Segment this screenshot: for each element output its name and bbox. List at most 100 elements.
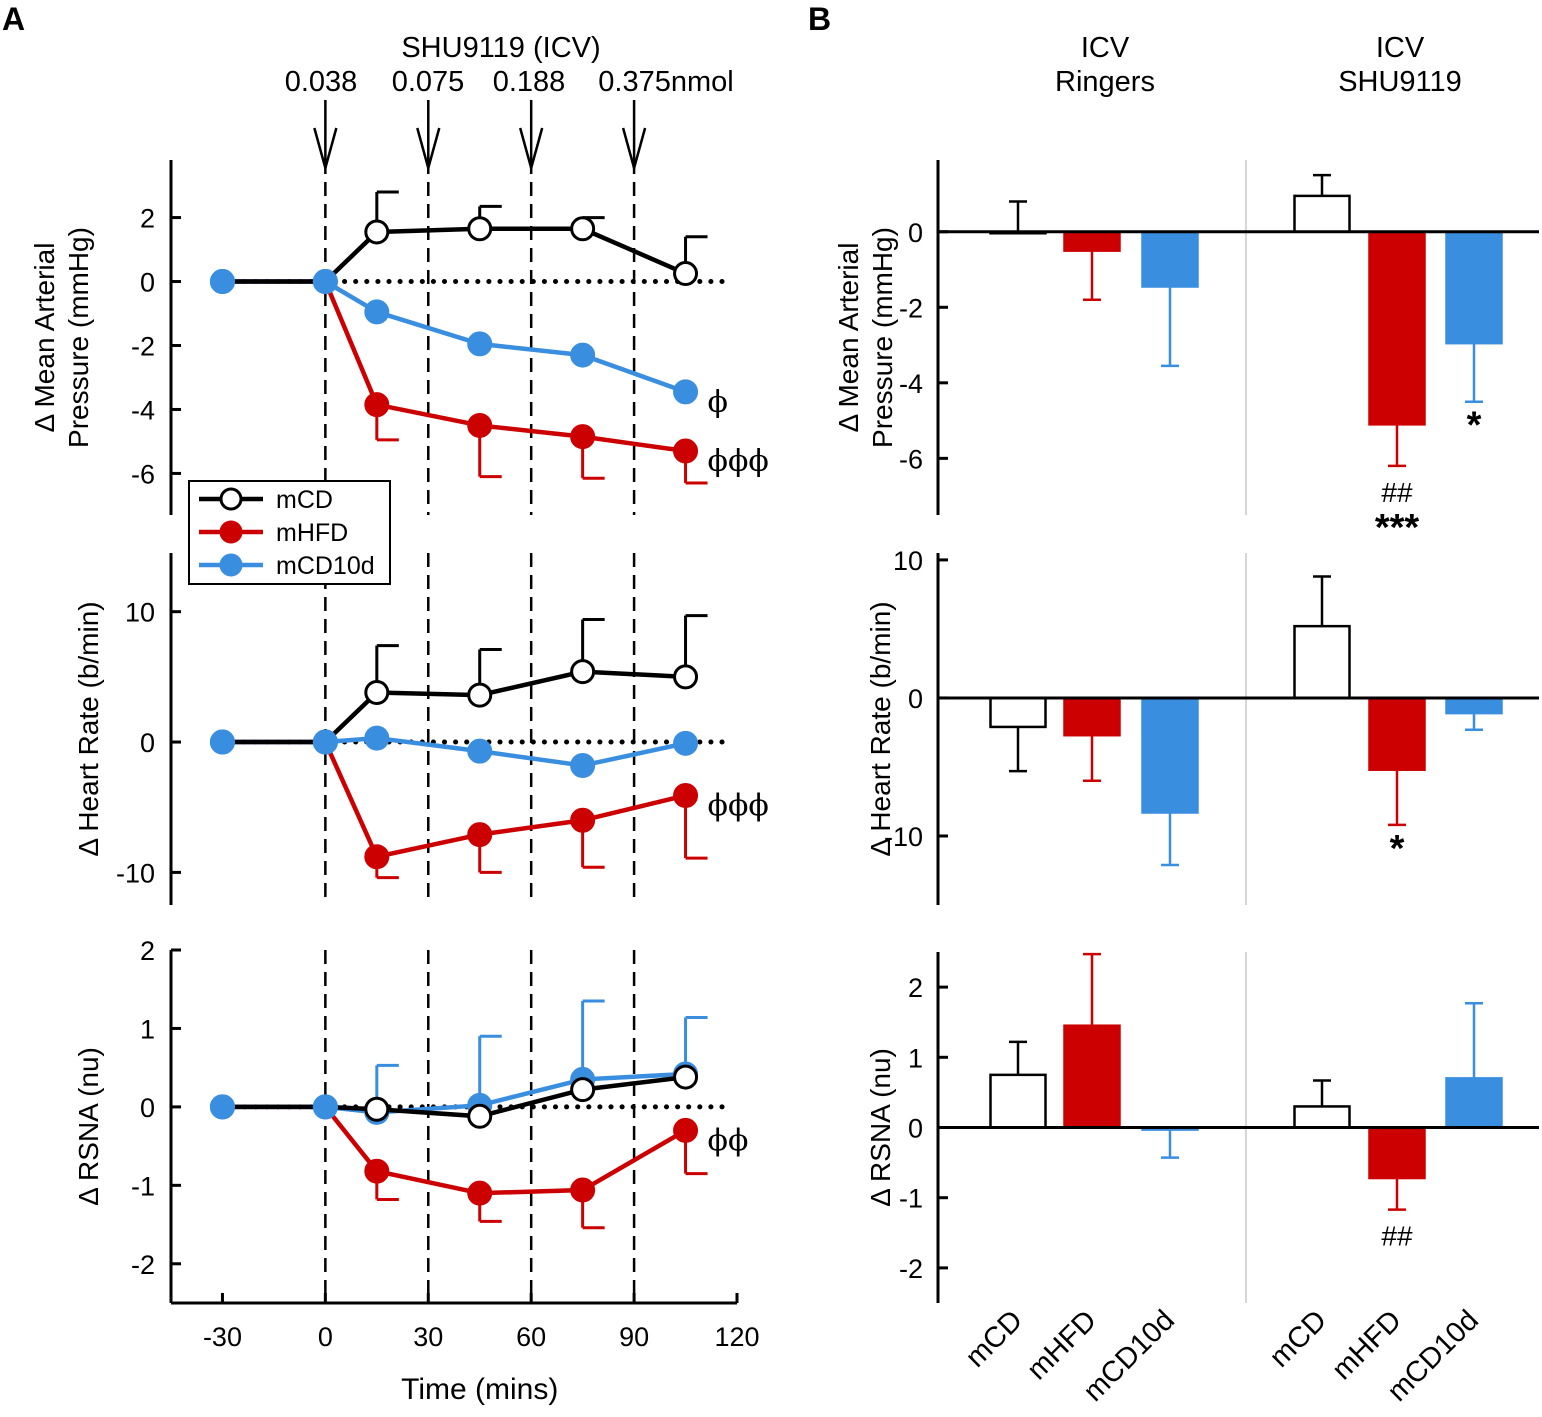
arrow-head bbox=[416, 127, 441, 173]
dose-label-4: 0.375nmol bbox=[598, 66, 733, 98]
bar-mCD10d bbox=[1445, 696, 1503, 715]
data-point-mHFD bbox=[673, 782, 699, 808]
legend-label-mHFD: mHFD bbox=[276, 519, 348, 547]
y-axis-label-line: Δ Mean Arterial bbox=[29, 243, 60, 433]
dose-label-2: 0.075 bbox=[392, 66, 465, 98]
bar-mCD10d bbox=[1445, 1077, 1503, 1129]
y-tick-label: 10 bbox=[893, 546, 923, 576]
panel-a-chart-2: 10 0 -10 Δ Heart Rate (b/min) ϕϕϕ bbox=[73, 553, 769, 905]
data-point-mCD bbox=[570, 1077, 596, 1103]
y-tick-label: -4 bbox=[899, 369, 923, 399]
data-point-mHFD bbox=[570, 424, 596, 450]
significance-label: * bbox=[1467, 405, 1482, 447]
data-point-mCD bbox=[570, 216, 596, 242]
data-point-mCD bbox=[312, 269, 338, 295]
x-tick-label: 60 bbox=[516, 1322, 546, 1352]
significance-label: ## bbox=[1381, 1221, 1413, 1252]
arrow-head bbox=[621, 127, 647, 173]
data-point-mCD bbox=[673, 261, 699, 287]
data-point-mHFD bbox=[364, 844, 390, 870]
y-tick-label: 0 bbox=[908, 218, 923, 248]
significance-label: ## bbox=[1381, 477, 1413, 508]
x-tick-label: 0 bbox=[318, 1322, 333, 1352]
group-label-ringers-line1: ICV bbox=[1081, 32, 1130, 64]
y-axis-label-line: Δ RSNA (nu) bbox=[73, 1047, 104, 1206]
y-tick-label: 0 bbox=[140, 268, 155, 298]
bar-mCD10d bbox=[1141, 696, 1199, 814]
series-line-mCD bbox=[222, 1074, 686, 1119]
data-point-mHFD bbox=[570, 1177, 596, 1203]
data-point-mCD10d bbox=[467, 331, 493, 357]
group-label-shu9119-line2: SHU9119 bbox=[1338, 66, 1462, 98]
y-axis-label: Δ RSNA (nu) bbox=[865, 1048, 896, 1207]
data-point-mCD bbox=[467, 682, 493, 708]
data-point-mCD bbox=[467, 1103, 493, 1129]
data-point-mCD bbox=[673, 1064, 699, 1090]
x-tick-label: 120 bbox=[714, 1322, 759, 1352]
significance-label: *** bbox=[1375, 507, 1420, 549]
significance-label: ϕϕϕ bbox=[708, 788, 769, 823]
y-tick-label: 0 bbox=[908, 1114, 923, 1144]
y-tick-label: -6 bbox=[131, 459, 155, 489]
legend-swatch-marker bbox=[219, 553, 243, 577]
data-point-mCD bbox=[209, 1094, 235, 1120]
data-point-mCD bbox=[312, 1094, 338, 1120]
y-axis-label-line: Δ Heart Rate (b/min) bbox=[73, 601, 104, 856]
panel-a-label: A bbox=[2, 1, 25, 37]
data-point-mHFD bbox=[467, 412, 493, 438]
data-point-mCD bbox=[364, 679, 390, 705]
data-point-mCD bbox=[364, 1096, 390, 1122]
y-axis-label-line: Pressure (mmHg) bbox=[867, 227, 898, 448]
y-tick-label: -2 bbox=[899, 293, 923, 323]
data-point-mHFD bbox=[364, 392, 390, 418]
data-point-mCD bbox=[364, 219, 390, 245]
y-tick-label: -2 bbox=[131, 331, 155, 361]
data-point-mCD10d bbox=[570, 342, 596, 368]
bar-mCD bbox=[1293, 1105, 1351, 1129]
y-tick-label: 1 bbox=[908, 1043, 923, 1073]
bar-mHFD bbox=[1368, 230, 1426, 426]
category-label-mCD: mCD bbox=[1264, 1304, 1333, 1373]
series-line-mHFD bbox=[222, 1104, 687, 1196]
y-axis-label-line: Δ Mean Arterial bbox=[833, 243, 864, 433]
bar-mCD bbox=[989, 1073, 1047, 1129]
data-point-mHFD bbox=[467, 822, 493, 848]
data-point-mCD bbox=[312, 729, 338, 755]
data-point-mCD bbox=[467, 216, 493, 242]
y-tick-label: -2 bbox=[131, 1250, 155, 1280]
y-tick-label: -10 bbox=[116, 858, 155, 888]
panel-b-chart-1: 0-2-4-6Δ Mean Arterial Pressure (mmHg)##*… bbox=[833, 160, 1539, 549]
data-point-mHFD bbox=[673, 1117, 699, 1143]
data-point-mHFD bbox=[364, 1158, 390, 1184]
significance-label: * bbox=[1390, 828, 1405, 870]
x-axis-label: Time (mins) bbox=[401, 1373, 558, 1406]
y-axis-label-line: Δ RSNA (nu) bbox=[865, 1048, 896, 1207]
panel-b-chart-2: 10 0 -10Δ Heart Rate (b/min) * bbox=[865, 546, 1539, 905]
bar-mHFD bbox=[1368, 696, 1426, 771]
panel-a-chart-1: 2 0 -2 -4 -6 Δ Mean Arterial Pressure (mmHg) ϕϕ… bbox=[29, 160, 769, 515]
panel-b-label: B bbox=[808, 1, 831, 37]
data-point-mCD10d bbox=[673, 379, 699, 405]
y-axis-label: Δ Heart Rate (b/min) bbox=[73, 601, 104, 856]
data-point-mCD10d bbox=[467, 738, 493, 764]
y-axis-label-line: Δ Heart Rate (b/min) bbox=[865, 601, 896, 856]
group-label-shu9119: ICV SHU9119 bbox=[1338, 32, 1462, 98]
bar-mHFD bbox=[1063, 1024, 1121, 1129]
y-axis-label: Δ Mean Arterial Pressure (mmHg) bbox=[833, 227, 898, 448]
arrow-head bbox=[518, 127, 544, 173]
y-tick-label: -1 bbox=[899, 1184, 923, 1214]
dose-label-1: 0.038 bbox=[285, 66, 358, 98]
significance-label: ϕϕ bbox=[708, 1123, 749, 1158]
group-label-ringers-line2: Ringers bbox=[1055, 66, 1155, 98]
arrow-head bbox=[313, 127, 338, 173]
data-point-mCD10d bbox=[364, 725, 390, 751]
y-tick-label: -10 bbox=[884, 822, 923, 852]
legend: mCD mHFD mCD10d bbox=[188, 480, 391, 585]
bar-mCD bbox=[1293, 624, 1351, 700]
x-tick-label: 30 bbox=[413, 1322, 443, 1352]
x-tick-label: -30 bbox=[203, 1322, 242, 1352]
category-label-mCD: mCD bbox=[960, 1304, 1029, 1373]
data-point-mCD10d bbox=[570, 753, 596, 779]
series-line-mCD bbox=[222, 226, 687, 284]
